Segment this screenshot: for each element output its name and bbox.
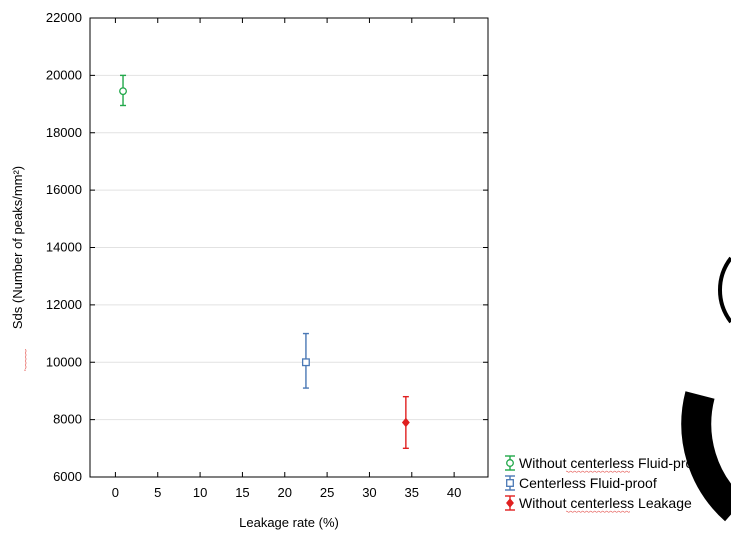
legend-label: Without centerless Fluid-proof	[519, 455, 705, 471]
spellcheck-underline	[24, 348, 27, 371]
x-axis-ticks: 0 5 10 15 20 25 30 35 40	[112, 18, 461, 500]
legend-marker	[506, 459, 514, 467]
decorative-arc	[717, 256, 731, 324]
data-point	[401, 417, 410, 428]
grid-lines	[90, 74, 488, 421]
y-tick-label: 16000	[46, 182, 82, 197]
y-tick-label: 6000	[53, 469, 82, 484]
legend-label: Centerless Fluid-proof	[519, 475, 657, 491]
data-point	[119, 87, 127, 96]
y-tick-label: 8000	[53, 412, 82, 427]
data-series	[119, 74, 410, 450]
x-tick-label: 30	[362, 485, 376, 500]
x-tick-label: 40	[447, 485, 461, 500]
legend-item: Centerless Fluid-proof	[505, 475, 657, 491]
x-tick-label: 15	[235, 485, 249, 500]
x-tick-label: 5	[154, 485, 161, 500]
spellcheck-underline	[566, 470, 631, 473]
legend: Without centerless Fluid-proof Centerless…	[505, 455, 705, 513]
spellcheck-underline	[566, 510, 631, 513]
y-axis-label-group: Sds (Number of peaks/mm²)	[10, 166, 27, 371]
legend-item: Without centerless Leakage	[505, 495, 692, 513]
y-tick-label: 22000	[46, 10, 82, 25]
y-tick-label: 12000	[46, 297, 82, 312]
decorative-ring	[681, 391, 731, 522]
y-tick-label: 10000	[46, 354, 82, 369]
x-tick-label: 20	[278, 485, 292, 500]
x-tick-label: 25	[320, 485, 334, 500]
data-point	[301, 358, 310, 367]
legend-marker	[506, 498, 514, 508]
legend-label: Without centerless Leakage	[519, 495, 692, 511]
x-tick-label: 0	[112, 485, 119, 500]
y-tick-label: 18000	[46, 125, 82, 140]
legend-marker	[506, 479, 514, 487]
x-axis-label: Leakage rate (%)	[239, 515, 339, 530]
y-axis-label: Sds (Number of peaks/mm²)	[10, 166, 25, 329]
x-tick-label: 35	[405, 485, 419, 500]
x-tick-label: 10	[193, 485, 207, 500]
y-tick-label: 20000	[46, 67, 82, 82]
legend-item: Without centerless Fluid-proof	[505, 455, 705, 473]
y-tick-label: 14000	[46, 240, 82, 255]
y-axis-ticks: 6000 8000 10000 12000 14000 16000 18000 20000 22…	[46, 10, 488, 484]
